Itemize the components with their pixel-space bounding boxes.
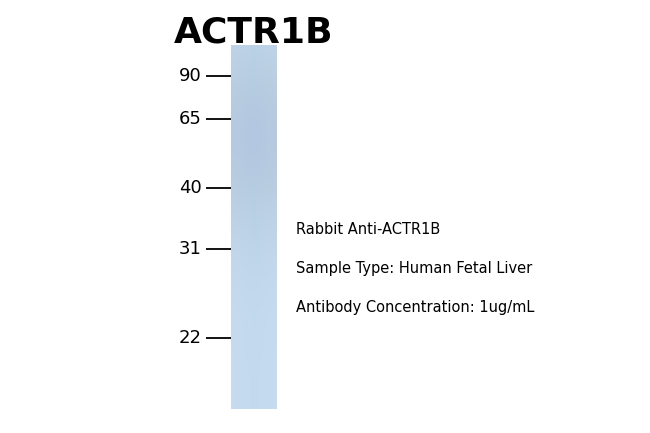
Bar xyxy=(261,190,262,196)
Bar xyxy=(254,190,255,196)
Bar xyxy=(273,190,274,196)
Bar xyxy=(264,169,265,181)
Bar xyxy=(264,190,265,196)
Bar xyxy=(249,169,250,181)
Bar xyxy=(257,190,258,196)
Bar xyxy=(233,169,234,181)
Bar xyxy=(272,169,273,181)
Bar xyxy=(236,190,237,196)
Bar xyxy=(248,190,249,196)
Bar xyxy=(235,169,236,181)
Bar xyxy=(248,169,249,181)
Bar xyxy=(243,190,244,196)
Bar xyxy=(244,190,245,196)
Bar xyxy=(260,190,261,196)
Bar xyxy=(237,169,238,181)
Bar xyxy=(265,169,266,181)
Bar xyxy=(251,190,252,196)
Bar xyxy=(231,169,232,181)
Bar xyxy=(244,169,245,181)
Bar xyxy=(241,190,242,196)
Bar xyxy=(236,169,237,181)
Bar xyxy=(245,169,246,181)
Bar xyxy=(252,169,253,181)
Text: Rabbit Anti-ACTR1B: Rabbit Anti-ACTR1B xyxy=(296,222,440,237)
Bar xyxy=(268,169,270,181)
Bar xyxy=(265,190,266,196)
Bar xyxy=(272,190,273,196)
Bar xyxy=(258,169,259,181)
Bar xyxy=(252,190,253,196)
Bar xyxy=(239,190,240,196)
Bar xyxy=(267,169,268,181)
Bar xyxy=(240,190,241,196)
Text: 90: 90 xyxy=(179,67,202,85)
Bar xyxy=(271,169,272,181)
Bar xyxy=(232,190,233,196)
Bar xyxy=(259,169,260,181)
Bar xyxy=(266,190,267,196)
Bar xyxy=(263,190,264,196)
Bar xyxy=(259,190,260,196)
Bar xyxy=(263,169,264,181)
Bar xyxy=(271,190,272,196)
Text: 31: 31 xyxy=(179,240,202,258)
Text: 22: 22 xyxy=(179,329,202,347)
Bar xyxy=(273,169,274,181)
Bar xyxy=(262,190,263,196)
Bar xyxy=(234,169,235,181)
Text: 65: 65 xyxy=(179,110,202,128)
Bar xyxy=(238,190,239,196)
Text: Sample Type: Human Fetal Liver: Sample Type: Human Fetal Liver xyxy=(296,261,532,276)
Bar xyxy=(231,190,232,196)
Bar xyxy=(240,169,241,181)
Bar xyxy=(274,190,275,196)
Bar xyxy=(257,169,258,181)
Bar xyxy=(253,190,254,196)
Bar xyxy=(260,169,261,181)
Bar xyxy=(243,169,244,181)
Bar xyxy=(247,169,248,181)
Bar xyxy=(266,169,267,181)
Bar xyxy=(237,190,238,196)
Bar xyxy=(267,190,268,196)
Bar xyxy=(268,190,270,196)
Bar xyxy=(255,190,257,196)
Bar xyxy=(241,169,242,181)
Bar xyxy=(275,169,276,181)
Text: Antibody Concentration: 1ug/mL: Antibody Concentration: 1ug/mL xyxy=(296,300,534,315)
Text: 40: 40 xyxy=(179,179,202,197)
Bar xyxy=(232,169,233,181)
Bar xyxy=(249,190,250,196)
Bar xyxy=(247,190,248,196)
Bar xyxy=(245,190,246,196)
Bar xyxy=(255,169,257,181)
Bar xyxy=(242,169,243,181)
Bar xyxy=(275,190,276,196)
Bar xyxy=(253,169,254,181)
Bar xyxy=(270,169,271,181)
Bar xyxy=(250,190,251,196)
Bar xyxy=(261,169,262,181)
Bar xyxy=(270,190,271,196)
Bar xyxy=(239,169,240,181)
Bar xyxy=(238,169,239,181)
Bar xyxy=(242,190,243,196)
Bar xyxy=(262,169,263,181)
Bar xyxy=(258,190,259,196)
Bar xyxy=(254,169,255,181)
Bar xyxy=(274,169,275,181)
Bar xyxy=(235,190,236,196)
Bar xyxy=(234,190,235,196)
Bar xyxy=(233,190,234,196)
Text: ACTR1B: ACTR1B xyxy=(174,15,333,49)
Bar xyxy=(250,169,251,181)
Bar xyxy=(251,169,252,181)
